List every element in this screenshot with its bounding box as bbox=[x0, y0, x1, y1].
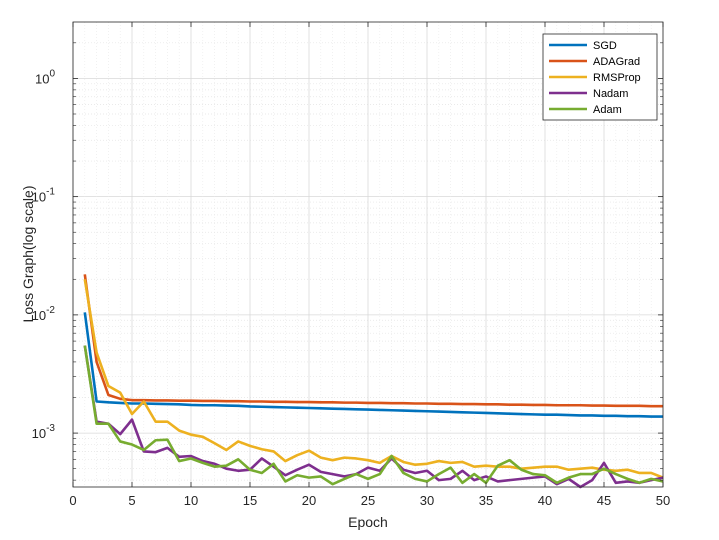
legend-label-nadam: Nadam bbox=[593, 88, 628, 100]
series-line-sgd bbox=[83, 312, 663, 418]
legend-label-rmsprop: RMSProp bbox=[593, 72, 641, 84]
x-tick-label: 0 bbox=[69, 493, 76, 508]
y-tick-label: 100 bbox=[35, 68, 55, 86]
axis-ticks: 0 5 10 15 20 25 30 35 40 45 50 100 10-1 10-2 10-3 bbox=[32, 22, 670, 508]
x-tick-label: 40 bbox=[538, 493, 552, 508]
x-tick-label: 10 bbox=[184, 493, 198, 508]
x-tick-label: 25 bbox=[361, 493, 375, 508]
legend: SGD ADAGrad RMSProp Nadam Adam bbox=[542, 33, 658, 121]
series-line-adagrad bbox=[83, 274, 663, 408]
x-tick-label: 45 bbox=[597, 493, 611, 508]
series-line-rmsprop bbox=[83, 279, 664, 479]
x-tick-label: 50 bbox=[656, 493, 670, 508]
y-axis-title: Loss Graph(log scale) bbox=[20, 186, 36, 323]
legend-label-adagrad: ADAGrad bbox=[593, 56, 640, 68]
y-tick-label: 10-3 bbox=[32, 423, 56, 441]
y-tick-label: 10-2 bbox=[32, 305, 56, 323]
x-tick-label: 35 bbox=[479, 493, 493, 508]
x-tick-label: 15 bbox=[243, 493, 257, 508]
y-tick-label: 10-1 bbox=[32, 187, 56, 205]
legend-label-adam: Adam bbox=[593, 104, 622, 116]
x-tick-label: 20 bbox=[302, 493, 316, 508]
x-axis-title: Epoch bbox=[348, 514, 388, 530]
legend-label-sgd: SGD bbox=[593, 40, 617, 52]
x-tick-label: 5 bbox=[128, 493, 135, 508]
series-line-adam bbox=[83, 345, 664, 486]
series-lines bbox=[83, 274, 664, 489]
x-tick-label: 30 bbox=[420, 493, 434, 508]
